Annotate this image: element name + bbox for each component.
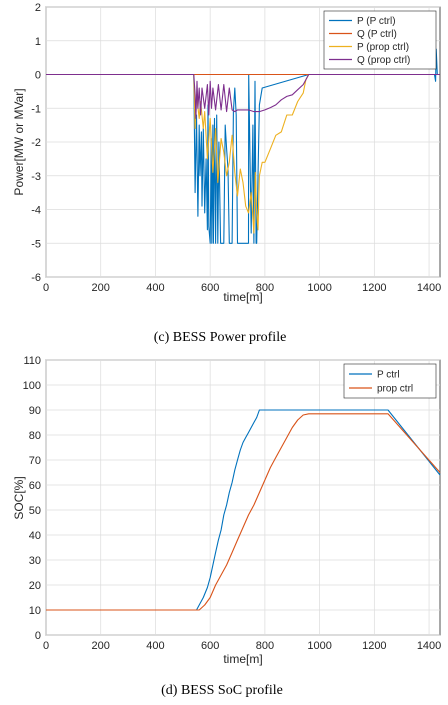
power-legend: P (P ctrl) Q (P ctrl) P (prop ctrl) Q (prop…: [323, 10, 437, 70]
x-tick-label: 800: [256, 282, 274, 294]
y-tick-label: 10: [29, 605, 41, 617]
soc-legend: P ctrl prop ctrl: [343, 363, 437, 399]
power-profile-chart: 0 200 400 600 800 1000 1200 1400 -6 -5 -4 -3 -2 -1 0 1 2…: [12, 2, 441, 345]
x-tick-label: 0: [43, 640, 49, 652]
y-tick-label: 60: [29, 480, 41, 492]
x-tick-label: 1000: [307, 282, 331, 294]
y-tick-label: 2: [35, 2, 41, 14]
x-tick-label: 200: [92, 640, 110, 652]
x-tick-label: 800: [256, 640, 274, 652]
x-tick-label: 400: [146, 282, 164, 294]
x-tick-label: 1400: [417, 282, 441, 294]
legend-entry: Q (P ctrl): [357, 29, 397, 40]
y-tick-label: 30: [29, 555, 41, 567]
x-tick-label: 400: [146, 640, 164, 652]
y-tick-label: 80: [29, 430, 41, 442]
x-tick-label: 600: [201, 640, 219, 652]
y-tick-label: 110: [23, 355, 41, 367]
y-tick-label: 70: [29, 455, 41, 467]
soc-grid: [45, 359, 440, 636]
y-tick-label: 40: [29, 530, 41, 542]
soc-chart-caption: (d) BESS SoC profile: [161, 683, 283, 698]
x-tick-label: 1200: [362, 640, 386, 652]
x-tick-label: 200: [92, 282, 110, 294]
series-line-2: [46, 413, 441, 611]
y-tick-label: 20: [29, 580, 41, 592]
series-line-1: [46, 409, 441, 611]
y-tick-label: -5: [31, 238, 41, 250]
y-tick-label: -6: [31, 272, 41, 284]
y-tick-label: -1: [31, 103, 41, 115]
y-tick-label: 50: [29, 505, 41, 517]
x-tick-label: 1200: [362, 282, 386, 294]
y-tick-label: 100: [23, 380, 41, 392]
soc-series-lines: [46, 409, 441, 611]
series-line-4: [46, 73, 440, 119]
series-line-3: [46, 73, 440, 234]
y-tick-label: 0: [35, 630, 41, 642]
legend-entry: prop ctrl: [377, 384, 413, 395]
y-tick-label: -3: [31, 171, 41, 183]
soc-tick-labels: 0 200 400 600 800 1000 1200 1400 0 10 20 30 40 50 60 70…: [23, 355, 442, 652]
x-tick-label: 1000: [307, 640, 331, 652]
legend-entry: P ctrl: [377, 370, 400, 381]
soc-plot-area: [45, 359, 441, 636]
power-chart-caption: (c) BESS Power profile: [154, 330, 287, 345]
y-tick-label: 0: [35, 70, 41, 82]
y-tick-label: -4: [31, 205, 41, 217]
x-tick-label: 0: [43, 282, 49, 294]
y-tick-label: 1: [35, 36, 41, 48]
power-y-axis-label: Power[MW or MVar]: [12, 88, 26, 195]
x-tick-label: 600: [201, 282, 219, 294]
power-tick-labels: 0 200 400 600 800 1000 1200 1400 -6 -5 -4 -3 -2 -1 0 1 2: [31, 2, 441, 294]
soc-x-axis-label: time[m]: [223, 652, 262, 666]
y-tick-label: -2: [31, 137, 41, 149]
soc-profile-chart: 0 200 400 600 800 1000 1200 1400 0 10 20 30 40 50 60 70…: [12, 355, 441, 698]
x-tick-label: 1400: [417, 640, 441, 652]
legend-box: [343, 363, 437, 399]
legend-entry: P (P ctrl): [357, 16, 396, 27]
y-tick-label: 90: [29, 405, 41, 417]
soc-y-axis-label: SOC[%]: [12, 476, 26, 519]
legend-entry: P (prop ctrl): [357, 42, 409, 53]
power-series-lines: [46, 48, 440, 244]
legend-entry: Q (prop ctrl): [357, 55, 410, 66]
power-x-axis-label: time[m]: [223, 290, 262, 304]
series-line-1: [46, 48, 440, 244]
